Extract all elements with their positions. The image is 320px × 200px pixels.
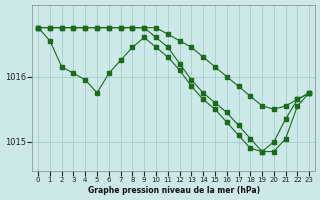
X-axis label: Graphe pression niveau de la mer (hPa): Graphe pression niveau de la mer (hPa) xyxy=(88,186,260,195)
